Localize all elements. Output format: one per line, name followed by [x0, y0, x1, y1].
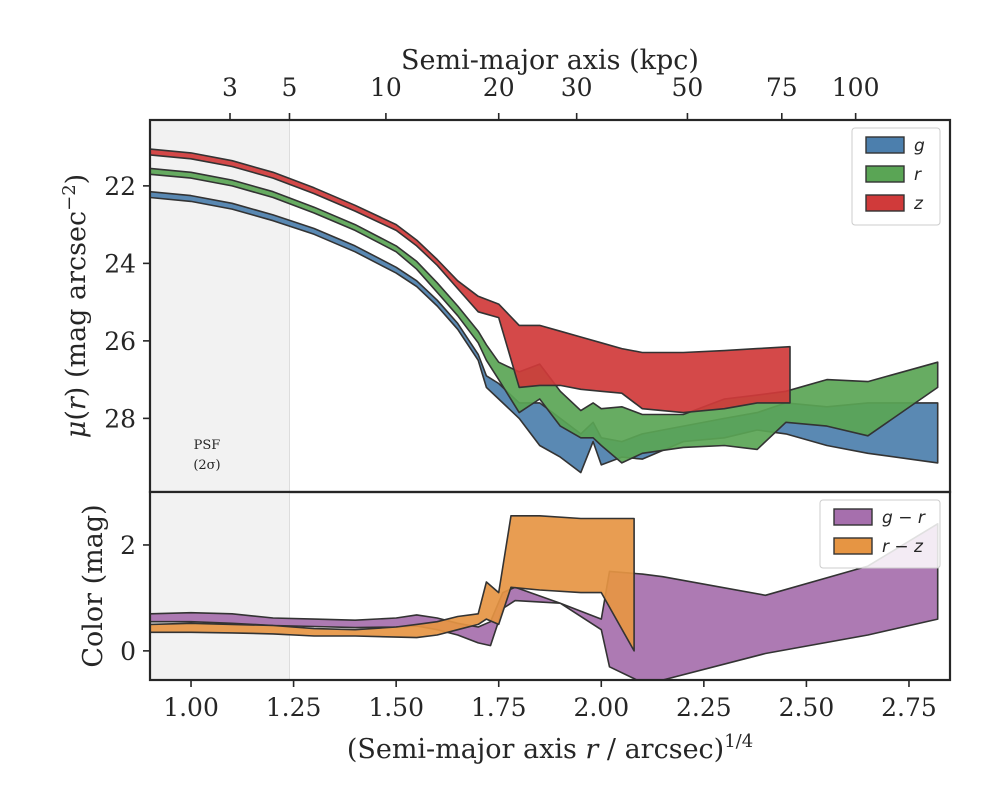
legend-swatch — [865, 136, 905, 154]
y-tick-label: 28 — [104, 404, 136, 433]
color-panel: 02 1.00 1.25 1.50 1.75 2.00 2.25 2.50 2.75 g − … — [78, 490, 952, 765]
ylabel-close: ) — [61, 174, 92, 185]
x-tick-label: 1.50 — [368, 693, 424, 722]
legend-label: r − z — [882, 537, 924, 557]
band-r-top — [150, 167, 939, 464]
band-rz-bot — [150, 514, 635, 652]
band-g-top — [150, 190, 939, 474]
bottom-legend: g − r r − z — [819, 499, 941, 569]
ylabel-paren-close: ) — [61, 387, 92, 398]
y-tick-label: 22 — [104, 172, 136, 201]
top-y-ticks: 22 24 26 28 — [104, 172, 150, 433]
bottom-axes-frame — [148, 490, 952, 682]
legend-swatch — [865, 165, 905, 183]
kpc-tick-label: 5 — [282, 73, 298, 102]
top-legend: grz — [851, 127, 941, 226]
psf-shade-rect — [150, 492, 290, 680]
color-bands — [150, 514, 939, 680]
ylabel-unit: (mag arcsec — [61, 211, 92, 387]
legend-label: g − r — [882, 508, 926, 528]
ylabel-r: r — [61, 395, 92, 410]
kpc-tick-label: 10 — [370, 73, 402, 102]
xlabel-r: r — [585, 734, 600, 765]
psf-shade — [150, 492, 290, 680]
y-tick-label: 26 — [104, 327, 136, 356]
kpc-tick-label: 75 — [766, 73, 798, 102]
legend-swatch — [833, 537, 873, 555]
y-tick-label: 2 — [120, 531, 136, 560]
ylabel-mu: μ — [61, 421, 92, 439]
xlabel-post: / arcsec) — [598, 734, 724, 765]
legend-swatch — [833, 508, 873, 526]
kpc-tick-label: 3 — [222, 73, 238, 102]
top-y-axis-title: μ(r) (mag arcsec−2) — [59, 174, 92, 438]
legend-label: r — [914, 165, 922, 185]
xlabel-exponent: 1/4 — [724, 731, 753, 752]
x-tick-label: 2.75 — [881, 693, 937, 722]
ylabel-paren-open: ( — [61, 410, 92, 421]
bottom-y-ticks: 02 — [120, 531, 150, 666]
kpc-tick-label: 100 — [832, 73, 880, 102]
y-tick-label: 24 — [104, 249, 136, 278]
kpc-tick-label: 20 — [483, 73, 515, 102]
kpc-tick-label: 30 — [561, 73, 593, 102]
bottom-x-ticks: 1.00 1.25 1.50 1.75 2.00 2.25 2.50 2.75 — [163, 680, 937, 722]
top-x-axis-title: Semi-major axis (kpc) — [401, 45, 699, 76]
legend-label: g — [914, 136, 925, 156]
band-z-top — [150, 148, 791, 414]
legend-swatch — [865, 194, 905, 212]
psf-label-line2: (2σ) — [193, 458, 220, 473]
x-tick-label: 2.25 — [676, 693, 732, 722]
x-tick-label: 2.00 — [573, 693, 629, 722]
kpc-tick-label: 50 — [672, 73, 704, 102]
psf-label-line1: PSF — [194, 438, 221, 453]
bottom-y-axis-title: Color (mag) — [78, 504, 109, 667]
ylabel-exponent: −2 — [59, 184, 80, 211]
xlabel-pre: (Semi-major axis — [347, 734, 586, 765]
x-tick-label: 1.75 — [471, 693, 527, 722]
legend-label: z — [913, 194, 924, 214]
x-tick-label: 2.50 — [779, 693, 835, 722]
surface-brightness-bands — [150, 148, 939, 474]
bottom-x-axis-title: (Semi-major axis r / arcsec)1/4 — [347, 731, 753, 765]
x-tick-label: 1.00 — [163, 693, 219, 722]
y-tick-label: 0 — [120, 637, 136, 666]
x-tick-label: 1.25 — [266, 693, 322, 722]
top-kpc-ticks: 3 5 10 20 30 50 75 100 — [222, 73, 880, 120]
